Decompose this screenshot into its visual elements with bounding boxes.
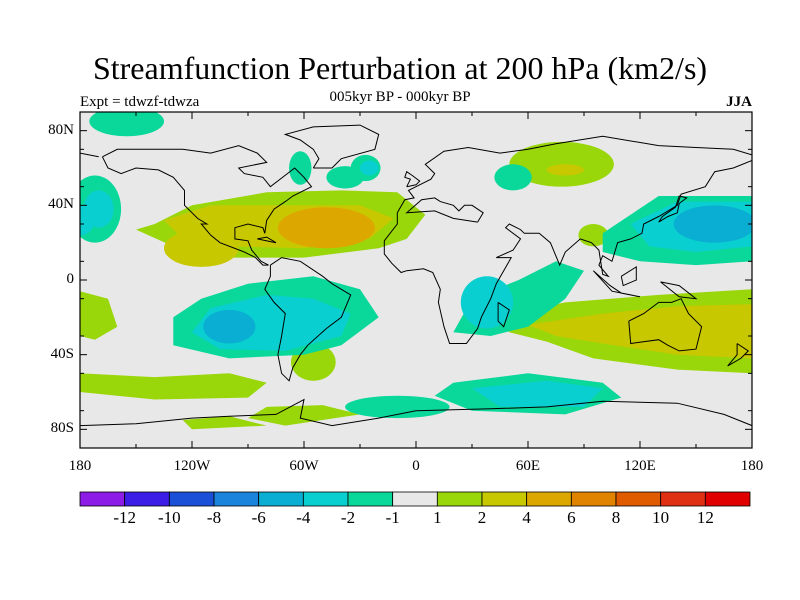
contour-neg-weddell xyxy=(345,395,450,419)
contour-neg-southern-ocean-2 xyxy=(472,380,603,407)
colorbar-swatch xyxy=(392,491,438,507)
contour-pos-australia xyxy=(528,304,752,359)
x-tick-label: 180 xyxy=(68,458,92,474)
contour-pos-siberia-core xyxy=(546,164,584,176)
coastline-segment xyxy=(396,135,752,214)
x-tick-label: 120E xyxy=(624,458,656,474)
colorbar-label: -4 xyxy=(296,508,311,527)
contour-pos-antarctic-pen xyxy=(248,405,360,426)
contour-neg-hudson xyxy=(289,151,312,185)
coastline-segment xyxy=(620,265,637,287)
period-label: 005kyr BP - 000kyr BP xyxy=(329,89,471,105)
y-tick-label: 80N xyxy=(48,121,74,138)
colorbar-swatch xyxy=(615,491,662,507)
colorbar-swatch xyxy=(302,491,349,507)
colorbar-label: -1 xyxy=(385,508,400,527)
coastline-segment xyxy=(404,170,421,188)
colorbar-swatch xyxy=(124,491,170,507)
colorbar-label: 2 xyxy=(477,508,487,527)
y-tick-label: 40N xyxy=(48,196,74,213)
colorbar-swatch xyxy=(258,491,304,507)
x-tick-label: 60W xyxy=(289,458,319,474)
colorbar-swatch xyxy=(436,491,483,507)
contour-pos-westpac-edge xyxy=(80,291,118,340)
x-tick-label: 180 xyxy=(740,458,764,474)
contour-pos-south-pacific xyxy=(80,373,267,400)
contour-neg-sep-max xyxy=(203,309,256,344)
x-tick-label: 60E xyxy=(515,458,541,474)
colorbar-swatch xyxy=(660,491,706,507)
chart-title: Streamfunction Perturbation at 200 hPa (… xyxy=(92,50,708,86)
colorbar xyxy=(79,491,751,507)
contour-field xyxy=(80,112,752,448)
contour-neg-greenland-core xyxy=(360,160,379,176)
contour-neg-africa-2 xyxy=(460,276,514,329)
colorbar-label: -6 xyxy=(251,508,266,527)
colorbar-label: 10 xyxy=(652,508,670,527)
coastline-segment xyxy=(80,398,752,427)
x-tick-label: 0 xyxy=(412,458,420,474)
axis-ticks xyxy=(79,111,753,449)
experiment-label: Expt = tdwzf-tdwza xyxy=(80,94,200,110)
contour-pos-antarctic-west xyxy=(182,416,267,430)
colorbar-swatch xyxy=(213,491,260,507)
coastline-segment xyxy=(405,197,484,223)
coastline-segment xyxy=(257,236,277,244)
coastline-segment xyxy=(497,301,510,328)
colorbar-label: -10 xyxy=(157,508,181,527)
x-tick-label: 120W xyxy=(173,458,211,474)
y-tick-label: 40S xyxy=(50,345,74,362)
contour-neg-arctic xyxy=(89,112,164,137)
contour-neg-nwp-max xyxy=(673,205,752,243)
contour-pos-atlantic-max xyxy=(277,207,375,249)
colorbar-swatch xyxy=(168,491,215,507)
contour-pos-siberia xyxy=(509,141,614,187)
coastline-segment xyxy=(628,298,703,352)
colorbar-label: 6 xyxy=(567,508,576,527)
coastlines xyxy=(80,124,752,427)
contour-neg-nwp-wrap xyxy=(80,205,95,236)
colorbar-swatch xyxy=(704,491,751,507)
y-tick-label: 80S xyxy=(50,420,74,437)
coastline-segment xyxy=(592,270,641,298)
contour-pos-mexico xyxy=(164,229,239,267)
colorbar-label: -8 xyxy=(206,508,222,527)
coastline-segment xyxy=(101,145,313,266)
coastline-segment xyxy=(660,281,698,300)
coastline-segment xyxy=(80,152,99,158)
colorbar-label: 8 xyxy=(611,508,621,527)
colorbar-swatch xyxy=(79,491,126,507)
coastline-segment xyxy=(727,343,750,367)
colorbar-label: -2 xyxy=(340,508,356,527)
season-label: JJA xyxy=(726,94,752,110)
coastline-segment xyxy=(383,160,752,344)
colorbar-label: 4 xyxy=(522,508,531,527)
colorbar-swatch xyxy=(481,491,528,507)
coastline-segment xyxy=(658,195,688,223)
colorbar-swatch xyxy=(526,491,572,507)
y-tick-label: 0 xyxy=(66,271,75,287)
contour-neg-urals xyxy=(494,164,532,191)
colorbar-label: 12 xyxy=(696,508,714,527)
colorbar-label: 1 xyxy=(433,508,442,527)
colorbar-swatch xyxy=(347,491,394,507)
coastline-segment xyxy=(264,257,352,382)
colorbar-label: -12 xyxy=(113,508,136,527)
colorbar-swatch xyxy=(570,491,617,507)
coastline-segment xyxy=(283,124,380,169)
